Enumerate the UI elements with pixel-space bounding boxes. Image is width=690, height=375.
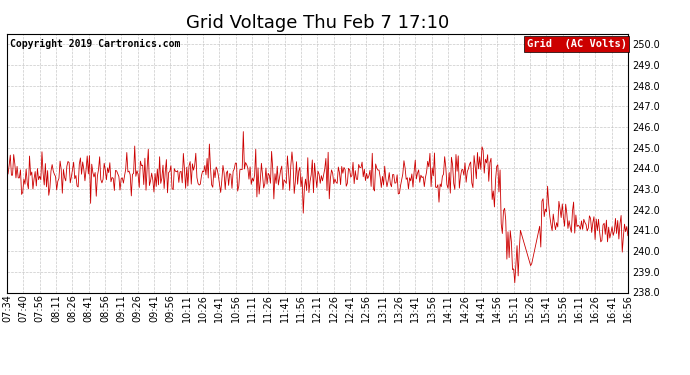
Title: Grid Voltage Thu Feb 7 17:10: Grid Voltage Thu Feb 7 17:10 bbox=[186, 14, 449, 32]
Text: Grid  (AC Volts): Grid (AC Volts) bbox=[526, 39, 627, 49]
Text: Copyright 2019 Cartronics.com: Copyright 2019 Cartronics.com bbox=[10, 39, 180, 49]
